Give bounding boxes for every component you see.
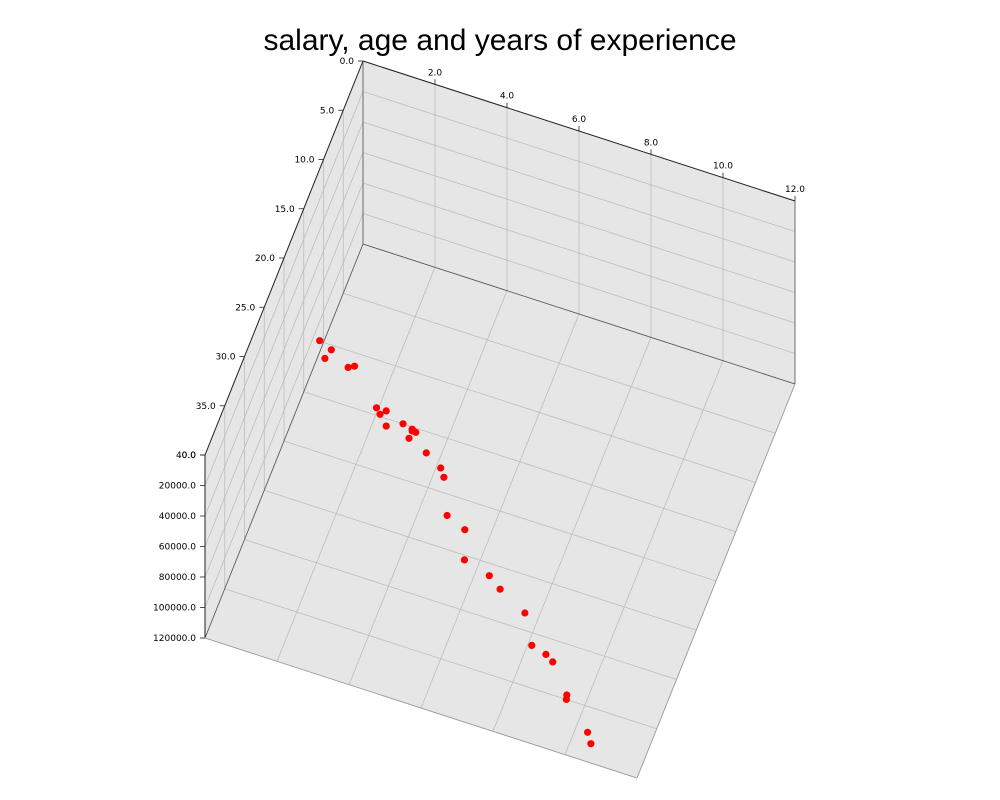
data-point [542, 650, 550, 659]
chart-panes [205, 61, 795, 778]
y-tick-label: 15.0 [275, 205, 295, 215]
y-tick-label: 10.0 [294, 156, 314, 166]
data-point [405, 434, 413, 442]
data-point [350, 362, 359, 370]
x-tick-label: 6.0 [572, 115, 587, 125]
y-tick-label: 5.0 [320, 106, 335, 116]
gridline-z-back [362, 91, 796, 232]
gridline-y-floor [264, 489, 697, 631]
y-tick-label: 35.0 [196, 402, 216, 412]
data-point [399, 420, 407, 428]
data-point [496, 585, 504, 593]
data-point [382, 407, 390, 415]
y-tick-label: 0.0 [340, 57, 355, 67]
gridline-y-floor [343, 292, 776, 434]
z-tick-label: 40000.0 [159, 512, 196, 522]
data-point [440, 473, 448, 481]
pane-edge [362, 243, 796, 385]
z-tick-label: 0.0 [182, 451, 197, 461]
y-tick-label: 25.0 [235, 303, 255, 313]
data-point [460, 556, 468, 564]
y-tick-label: 20.0 [255, 254, 275, 264]
data-point [412, 428, 420, 436]
chart-axes [200, 60, 796, 779]
z-tick-label: 120000.0 [153, 634, 196, 644]
x-tick-label: 4.0 [500, 92, 515, 102]
gridline-z-side [204, 182, 364, 578]
gridline-y-floor [303, 391, 736, 533]
gridline-z-back [362, 121, 796, 263]
data-point [587, 740, 595, 748]
data-point [382, 422, 390, 430]
data-point [437, 464, 445, 472]
x-tick-label: 12.0 [785, 185, 805, 195]
gridline-y-floor [323, 342, 756, 483]
x-tick-label: 8.0 [644, 138, 659, 148]
data-point [443, 511, 451, 520]
chart-points [316, 337, 595, 748]
data-point [316, 337, 324, 345]
gridline-z-side [204, 121, 364, 517]
data-point [376, 410, 384, 418]
gridline-z-back [362, 182, 796, 324]
gridline-z-back [362, 152, 796, 293]
gridline-y-floor [224, 588, 657, 730]
data-point [422, 449, 430, 457]
y-tick-label: 40.0 [176, 451, 196, 461]
y-tick-label: 30.0 [215, 353, 235, 363]
x-tick-label: 10.0 [713, 162, 733, 172]
gridline-z-side [204, 152, 364, 547]
data-point [549, 658, 557, 666]
chart-title: salary, age and years of experience [263, 24, 736, 57]
z-tick-label: 80000.0 [159, 573, 196, 583]
data-point [485, 572, 493, 580]
gridline-z-back [362, 213, 796, 354]
z-tick-label: 20000.0 [159, 482, 196, 492]
z-tick-label: 100000.0 [153, 604, 196, 614]
pane-edge [204, 243, 364, 639]
gridline-z-side [204, 91, 364, 486]
z-tick-label: 60000.0 [159, 543, 196, 553]
data-point [344, 363, 352, 371]
data-point [584, 728, 592, 736]
gridline-z-side [204, 213, 364, 608]
gridline-y-floor [283, 440, 717, 582]
pane-edge [636, 383, 796, 779]
gridline-y-floor [244, 539, 677, 680]
data-point [528, 641, 536, 650]
data-point [321, 354, 329, 362]
x-tick-label: 2.0 [428, 68, 443, 78]
data-point [461, 526, 469, 534]
data-point [372, 404, 381, 412]
data-point [562, 695, 571, 704]
pane-edge [204, 637, 638, 779]
data-point [521, 609, 529, 617]
chart-tick-labels: 2.0 4.0 6.0 8.0 10.0 12.0 0.0 5.0 10.0 15.0 20.0 25… [153, 57, 805, 644]
data-point [327, 346, 335, 354]
